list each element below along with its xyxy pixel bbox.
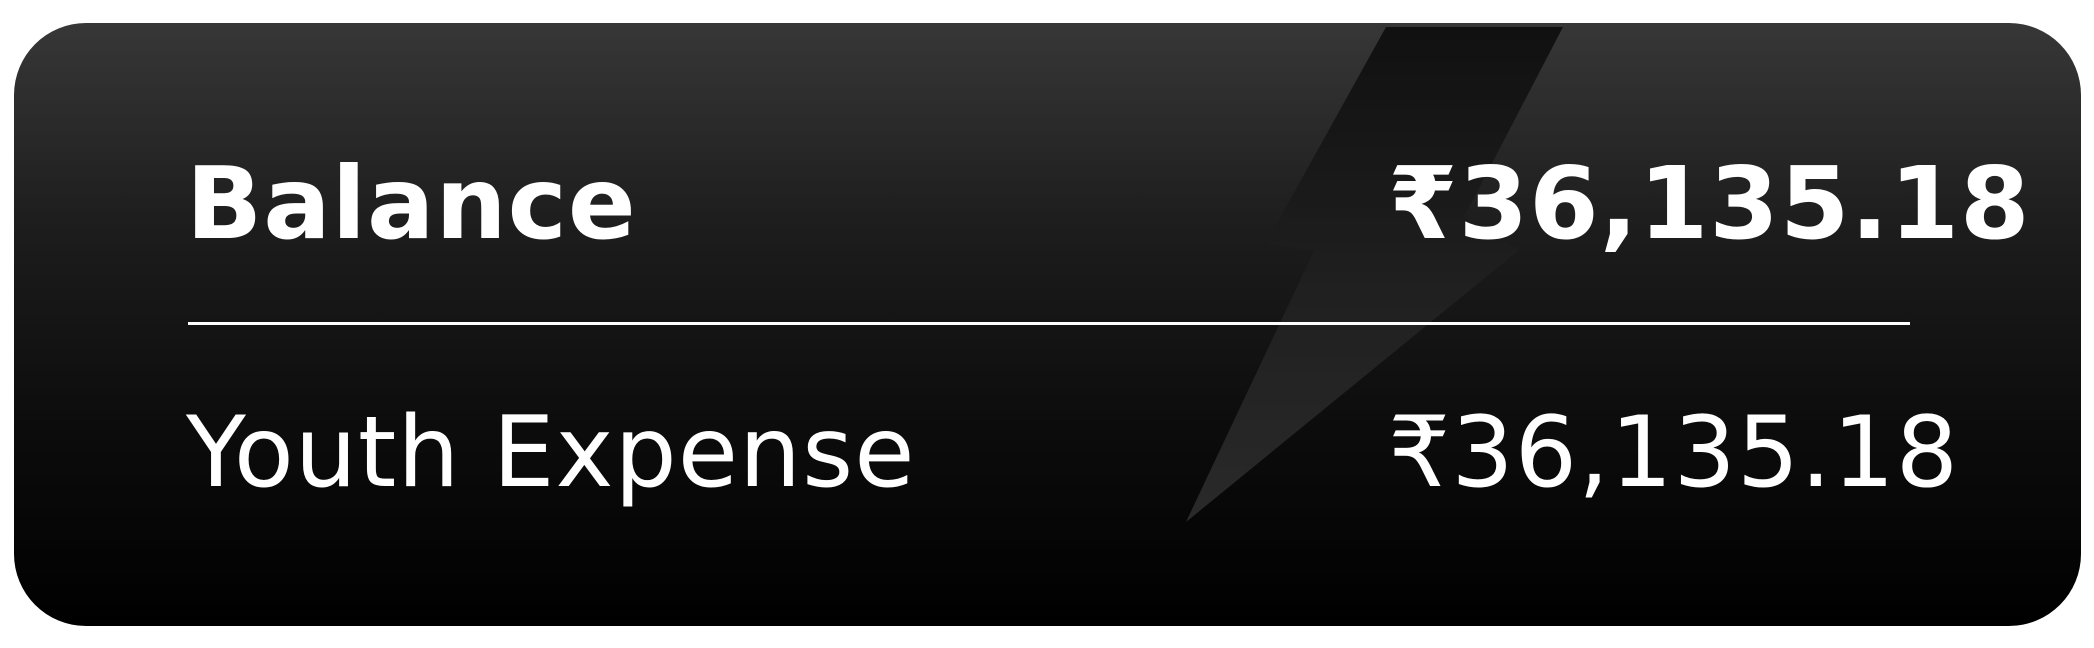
lightning-bolt-icon — [1186, 27, 1563, 522]
youth-expense-amount: ₹36,135.18 — [1388, 396, 1960, 510]
balance-label: Balance — [186, 145, 637, 262]
row-divider — [188, 322, 1910, 325]
youth-expense-label: Youth Expense — [186, 396, 916, 510]
balance-card: Balance ₹36,135.18 Youth Expense ₹36,135… — [14, 23, 2081, 626]
balance-amount: ₹36,135.18 — [1388, 145, 2031, 262]
